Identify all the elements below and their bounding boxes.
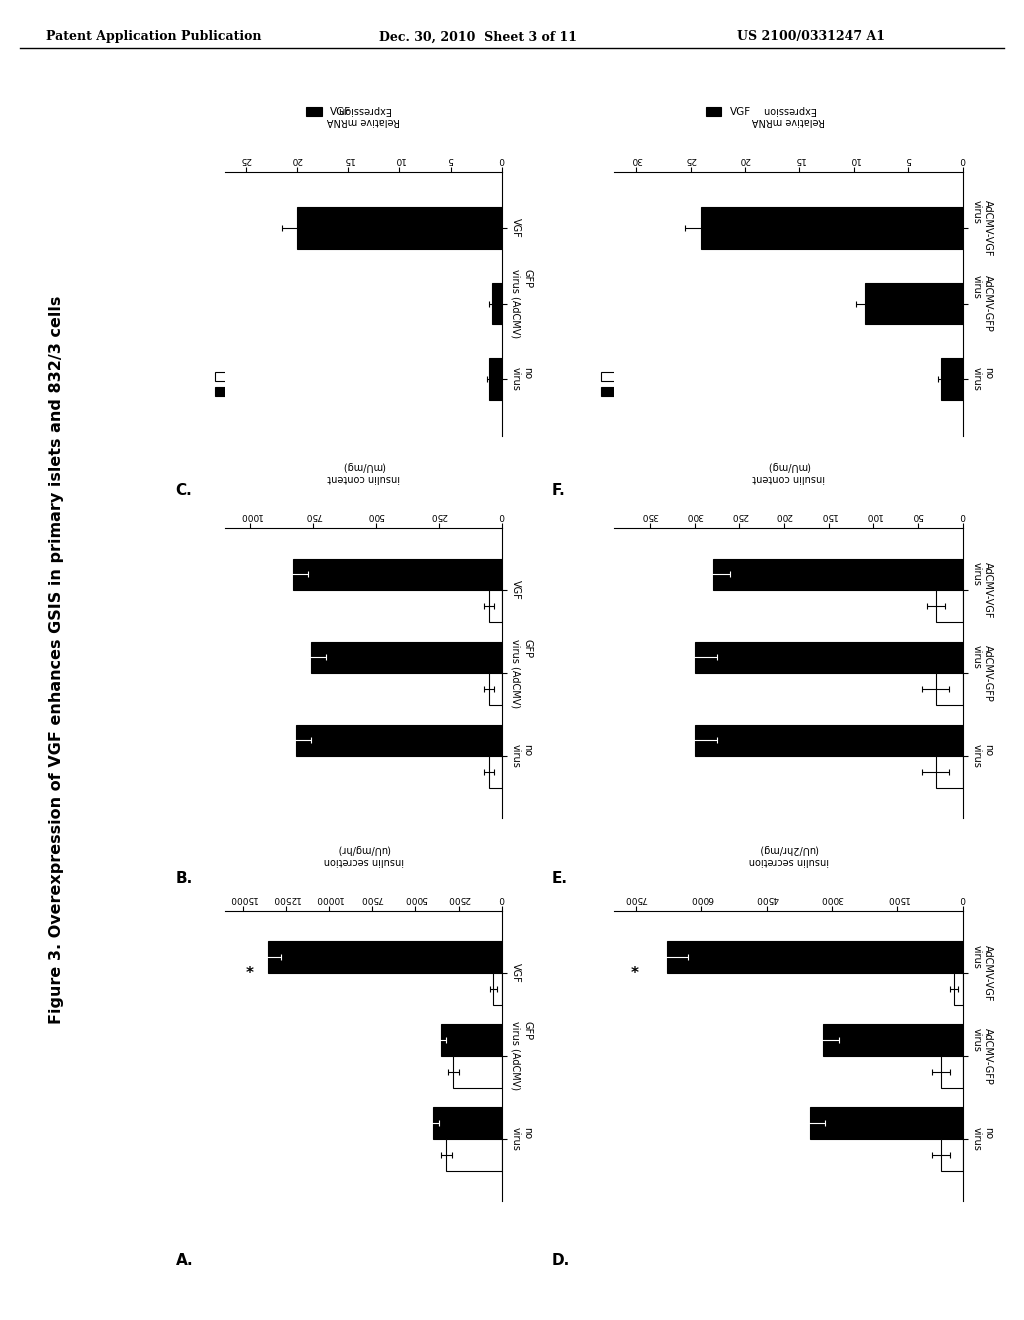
Bar bbox=[310, 642, 502, 673]
Text: *: * bbox=[631, 965, 639, 981]
Bar bbox=[296, 725, 502, 756]
Bar bbox=[936, 756, 963, 788]
Text: D.: D. bbox=[552, 1254, 570, 1269]
Bar bbox=[432, 1107, 502, 1139]
X-axis label: insulin secretion
(uU/2hr/mg): insulin secretion (uU/2hr/mg) bbox=[749, 843, 828, 866]
Bar bbox=[297, 207, 502, 249]
Bar bbox=[864, 282, 963, 325]
Bar bbox=[936, 590, 963, 622]
Bar bbox=[489, 756, 502, 788]
Bar bbox=[701, 207, 963, 249]
Text: Dec. 30, 2010  Sheet 3 of 11: Dec. 30, 2010 Sheet 3 of 11 bbox=[379, 30, 577, 44]
Text: B.: B. bbox=[175, 871, 193, 886]
Bar bbox=[268, 941, 502, 973]
Text: C.: C. bbox=[175, 483, 193, 498]
Bar bbox=[293, 558, 502, 590]
Bar bbox=[667, 941, 963, 973]
Bar bbox=[454, 1056, 502, 1088]
X-axis label: Relative mRNA
Expression: Relative mRNA Expression bbox=[327, 104, 400, 127]
Bar bbox=[823, 1024, 963, 1056]
Bar bbox=[936, 673, 963, 705]
Bar bbox=[441, 1024, 502, 1056]
X-axis label: Relative mRNA
Expression: Relative mRNA Expression bbox=[752, 104, 825, 127]
Bar bbox=[694, 642, 963, 673]
Bar bbox=[941, 1139, 963, 1171]
Legend: VGF: VGF bbox=[302, 103, 355, 121]
Text: *: * bbox=[246, 965, 253, 981]
Legend: 2.5mM Glc, 12mM Glc: 2.5mM Glc, 12mM Glc bbox=[597, 368, 682, 401]
Text: US 2100/0331247 A1: US 2100/0331247 A1 bbox=[737, 30, 886, 44]
X-axis label: insulin content
(mU/mg): insulin content (mU/mg) bbox=[752, 461, 825, 483]
Bar bbox=[810, 1107, 963, 1139]
Text: F.: F. bbox=[552, 483, 565, 498]
Bar bbox=[941, 358, 963, 400]
Bar bbox=[489, 673, 502, 705]
Bar bbox=[713, 558, 963, 590]
Text: A.: A. bbox=[175, 1254, 194, 1269]
Text: Patent Application Publication: Patent Application Publication bbox=[46, 30, 261, 44]
Bar bbox=[492, 282, 502, 325]
Text: Figure 3. Overexpression of VGF enhances GSIS in primary islets and 832/3 cells: Figure 3. Overexpression of VGF enhances… bbox=[49, 296, 63, 1024]
Legend: VGF: VGF bbox=[701, 103, 755, 121]
Bar bbox=[494, 973, 502, 1005]
Bar bbox=[694, 725, 963, 756]
Bar bbox=[489, 358, 502, 400]
Legend: 2.5mM Glc, 16.7mM Glc: 2.5mM Glc, 16.7mM Glc bbox=[211, 368, 303, 401]
Bar bbox=[941, 1056, 963, 1088]
X-axis label: insulin secretion
(uU/mg/hr): insulin secretion (uU/mg/hr) bbox=[324, 843, 403, 866]
Bar bbox=[954, 973, 963, 1005]
X-axis label: insulin content
(mU/mg): insulin content (mU/mg) bbox=[327, 461, 400, 483]
Text: E.: E. bbox=[552, 871, 567, 886]
Bar bbox=[489, 590, 502, 622]
Bar bbox=[446, 1139, 502, 1171]
